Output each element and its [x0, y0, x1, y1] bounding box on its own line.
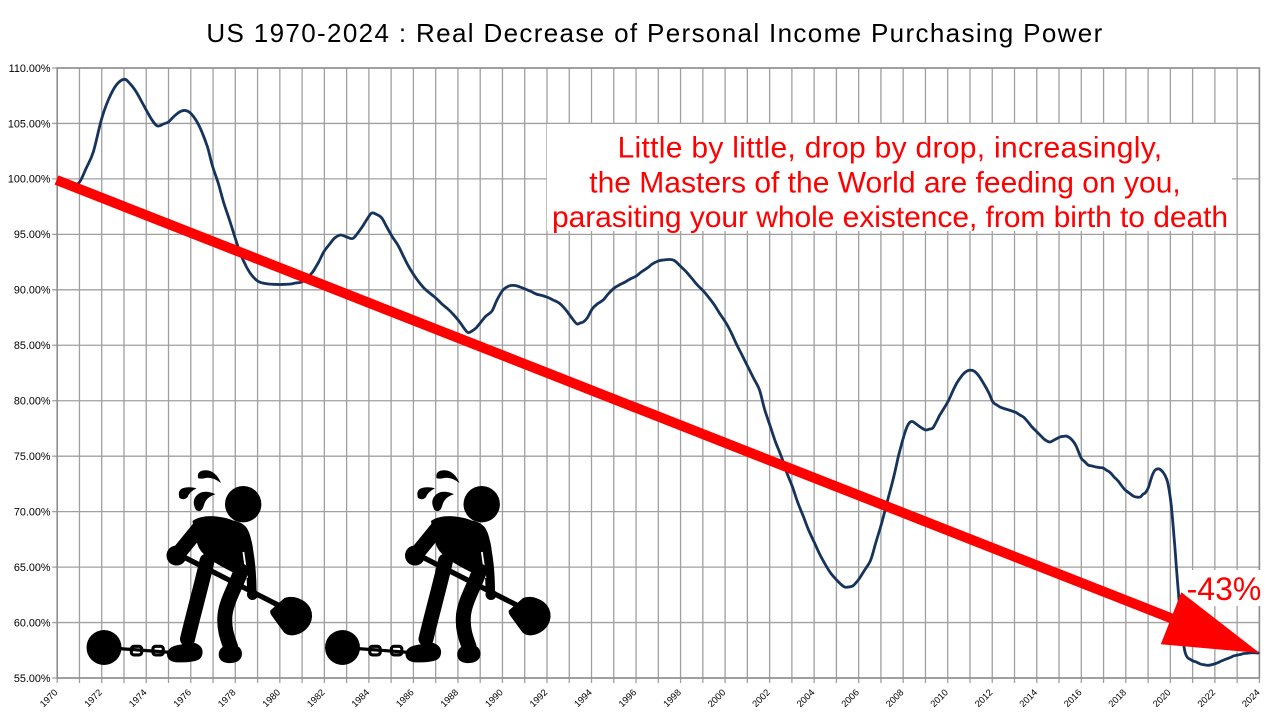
- svg-text:the Masters of the World are f: the Masters of the World are feeding on …: [589, 166, 1180, 199]
- svg-text:100.00%: 100.00%: [8, 174, 51, 186]
- svg-text:65.00%: 65.00%: [14, 562, 51, 574]
- svg-text:85.00%: 85.00%: [14, 340, 51, 352]
- svg-text:90.00%: 90.00%: [14, 285, 51, 297]
- svg-text:parasiting your whole existenc: parasiting your whole existence, from bi…: [552, 201, 1228, 234]
- svg-text:110.00%: 110.00%: [9, 63, 51, 75]
- svg-text:70.00%: 70.00%: [14, 506, 51, 518]
- svg-text:Little by little, drop by drop: Little by little, drop by drop, increasi…: [618, 132, 1163, 165]
- svg-text:95.00%: 95.00%: [14, 229, 51, 241]
- svg-text:60.00%: 60.00%: [14, 617, 51, 629]
- svg-text:-43%: -43%: [1187, 571, 1262, 607]
- svg-text:75.00%: 75.00%: [14, 451, 51, 463]
- svg-text:80.00%: 80.00%: [14, 396, 51, 408]
- svg-text:105.00%: 105.00%: [8, 118, 51, 130]
- svg-text:55.00%: 55.00%: [14, 673, 51, 685]
- svg-text:US 1970-2024 : Real Decrease o: US 1970-2024 : Real Decrease of Personal…: [206, 18, 1103, 48]
